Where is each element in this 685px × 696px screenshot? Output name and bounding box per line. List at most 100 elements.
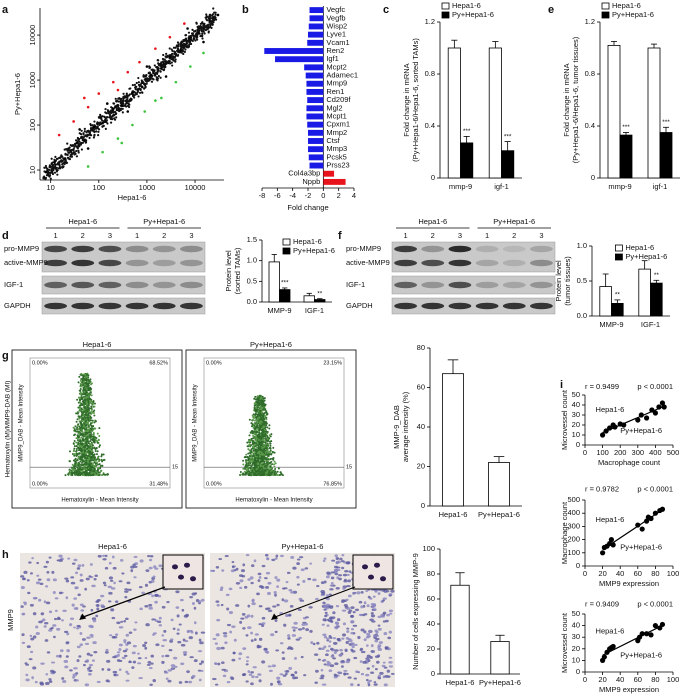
quadrant-label: 0.00% (32, 481, 48, 487)
blot-band (180, 281, 203, 289)
annotation: Hepa1-6 (596, 405, 625, 414)
density-dot (103, 115, 106, 118)
cloud-dot (72, 442, 75, 445)
cloud-dot (247, 462, 250, 465)
cloud-dot (75, 459, 78, 462)
density-dot (171, 52, 174, 55)
cloud-dot (101, 464, 104, 467)
cloud-dot (274, 462, 277, 465)
y-tick-label: Adamec1 (326, 71, 358, 80)
density-dot (66, 153, 69, 157)
cloud-dot (76, 473, 79, 476)
density-dot (133, 96, 136, 99)
x-tick-label: -4 (289, 191, 296, 200)
cloud-dot (254, 443, 257, 446)
x-tick-label: 500 (667, 448, 680, 457)
y-tick-label: 40 (572, 621, 580, 630)
cloud-dot (78, 375, 81, 378)
y-axis-label: Fold change in mRNA (402, 63, 411, 136)
panel-label: a (2, 4, 9, 16)
cloud-dot (259, 414, 262, 417)
density-cloud (239, 394, 284, 477)
cloud-dot (252, 449, 255, 452)
nucleus (59, 649, 64, 653)
point (168, 55, 172, 59)
density-dot (105, 119, 108, 122)
density-dot (193, 30, 196, 33)
nucleus (150, 662, 154, 665)
cloud-dot (81, 374, 84, 377)
nucleus (65, 579, 70, 583)
blot-band (448, 259, 472, 267)
cloud-dot (87, 414, 90, 417)
cloud-dot (264, 458, 267, 461)
nucleus (343, 669, 348, 672)
nucleus (56, 627, 61, 631)
cloud-dot (85, 470, 88, 473)
nucleus (54, 597, 59, 600)
y-tick-label: 200 (567, 535, 580, 544)
nucleus (313, 653, 319, 656)
x-tick-label: Py+Hepa1-6 (478, 510, 520, 519)
bar (306, 113, 324, 120)
cloud-dot (273, 471, 276, 474)
cloud-dot (82, 389, 85, 392)
density-dot (207, 31, 210, 34)
cloud-dot (250, 448, 253, 451)
nucleus (113, 581, 116, 585)
nucleus (89, 654, 93, 657)
cloud-dot (75, 470, 78, 473)
point (145, 65, 149, 68)
cloud-dot (262, 471, 265, 474)
nucleus (61, 677, 65, 680)
cloud-dot (85, 461, 88, 464)
bar (488, 462, 510, 507)
lane-label: 1 (53, 231, 57, 240)
y-axis-label: MMP-9_DAB (392, 405, 401, 449)
y-tick-label: 100 (422, 544, 435, 553)
nucleus (388, 609, 393, 613)
nucleus (43, 625, 47, 628)
density-dot (97, 116, 100, 119)
cloud-dot (262, 397, 265, 400)
cloud-dot (269, 444, 272, 447)
cloud-dot (94, 473, 97, 476)
cloud-dot (83, 465, 86, 468)
nucleus (45, 673, 49, 676)
cloud-dot (78, 452, 81, 455)
nucleus (79, 631, 83, 635)
nucleus (139, 607, 143, 611)
cloud-dot (250, 454, 253, 457)
nucleus (197, 669, 202, 672)
nucleus (325, 649, 330, 652)
nucleus (118, 648, 122, 651)
cloud-dot (260, 466, 263, 469)
density-dot (122, 97, 125, 101)
density-dot (137, 88, 141, 91)
panel-label: b (242, 4, 249, 16)
nucleus (176, 628, 180, 632)
cloud-dot (264, 437, 267, 440)
cloud-dot (96, 441, 99, 444)
cloud-dot (249, 466, 252, 469)
cloud-dot (81, 430, 84, 433)
cloud-dot (258, 427, 261, 430)
nucleus (144, 583, 149, 587)
density-dot (168, 62, 172, 65)
density-dot (68, 158, 72, 161)
cloud-dot (71, 452, 74, 455)
nucleus (188, 680, 193, 684)
nucleus (309, 629, 313, 633)
cloud-dot (80, 472, 83, 475)
bar (308, 31, 324, 38)
nucleus (276, 676, 281, 680)
cloud-dot (88, 380, 91, 383)
cloud-dot (262, 419, 265, 422)
nucleus (29, 634, 33, 638)
density-dot (56, 162, 59, 166)
density-dot (191, 32, 194, 35)
nucleus (161, 644, 165, 647)
nucleus (118, 643, 123, 647)
legend-label: Py+Hepa1-6 (293, 246, 335, 255)
cloud-dot (91, 442, 94, 445)
